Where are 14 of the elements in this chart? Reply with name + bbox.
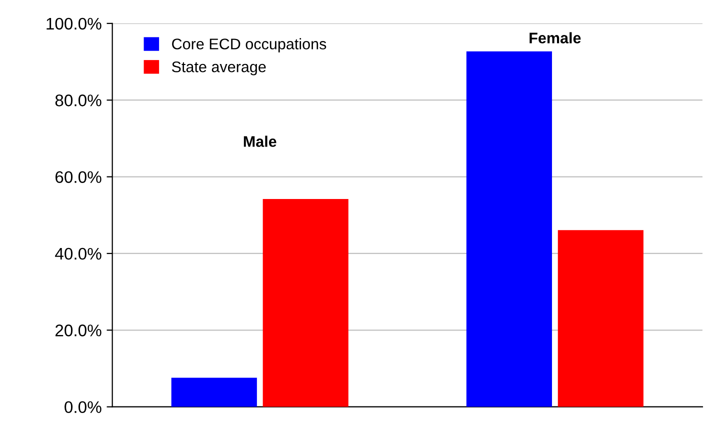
x-tick-label: Female — [530, 32, 581, 44]
bar — [171, 378, 257, 407]
y-tick-label: 100.0% — [46, 18, 102, 30]
y-tick-label: 60.0% — [56, 171, 102, 183]
y-tick-label: 0.0% — [64, 401, 102, 414]
bar — [466, 51, 552, 407]
y-tick-label: 40.0% — [55, 248, 102, 260]
legend-label: Core ECD occupations — [172, 38, 326, 52]
bar — [262, 199, 348, 407]
bar — [558, 230, 644, 407]
x-tick-label: Male — [244, 136, 276, 147]
y-tick-label: 80.0% — [55, 94, 102, 106]
y-tick-label: 20.0% — [56, 324, 102, 336]
legend-label: State average — [172, 61, 266, 76]
